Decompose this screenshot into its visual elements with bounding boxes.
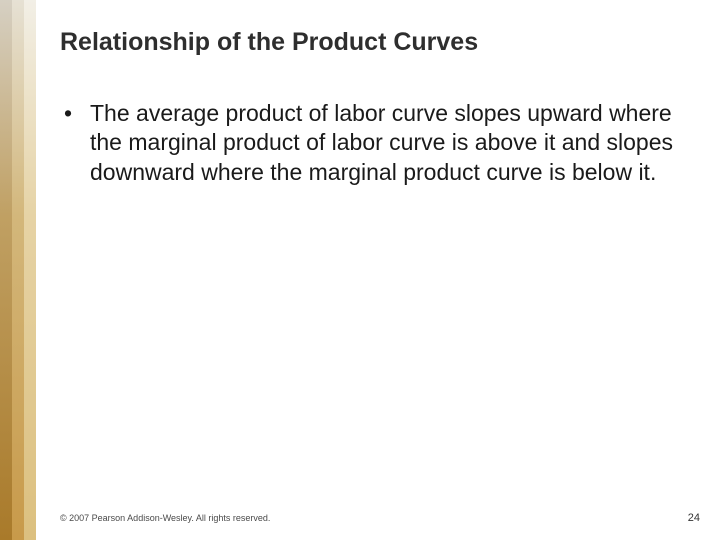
left-accent-bar bbox=[0, 0, 36, 540]
bullet-list: The average product of labor curve slope… bbox=[60, 99, 680, 187]
accent-strip bbox=[12, 0, 24, 540]
slide-title: Relationship of the Product Curves bbox=[60, 28, 680, 57]
accent-strip bbox=[0, 0, 12, 540]
accent-strip bbox=[24, 0, 36, 540]
page-number: 24 bbox=[688, 512, 700, 524]
slide-content: Relationship of the Product Curves The a… bbox=[60, 28, 680, 187]
copyright-text: © 2007 Pearson Addison-Wesley. All right… bbox=[60, 513, 270, 523]
slide-footer: © 2007 Pearson Addison-Wesley. All right… bbox=[60, 512, 700, 524]
bullet-item: The average product of labor curve slope… bbox=[64, 99, 680, 187]
